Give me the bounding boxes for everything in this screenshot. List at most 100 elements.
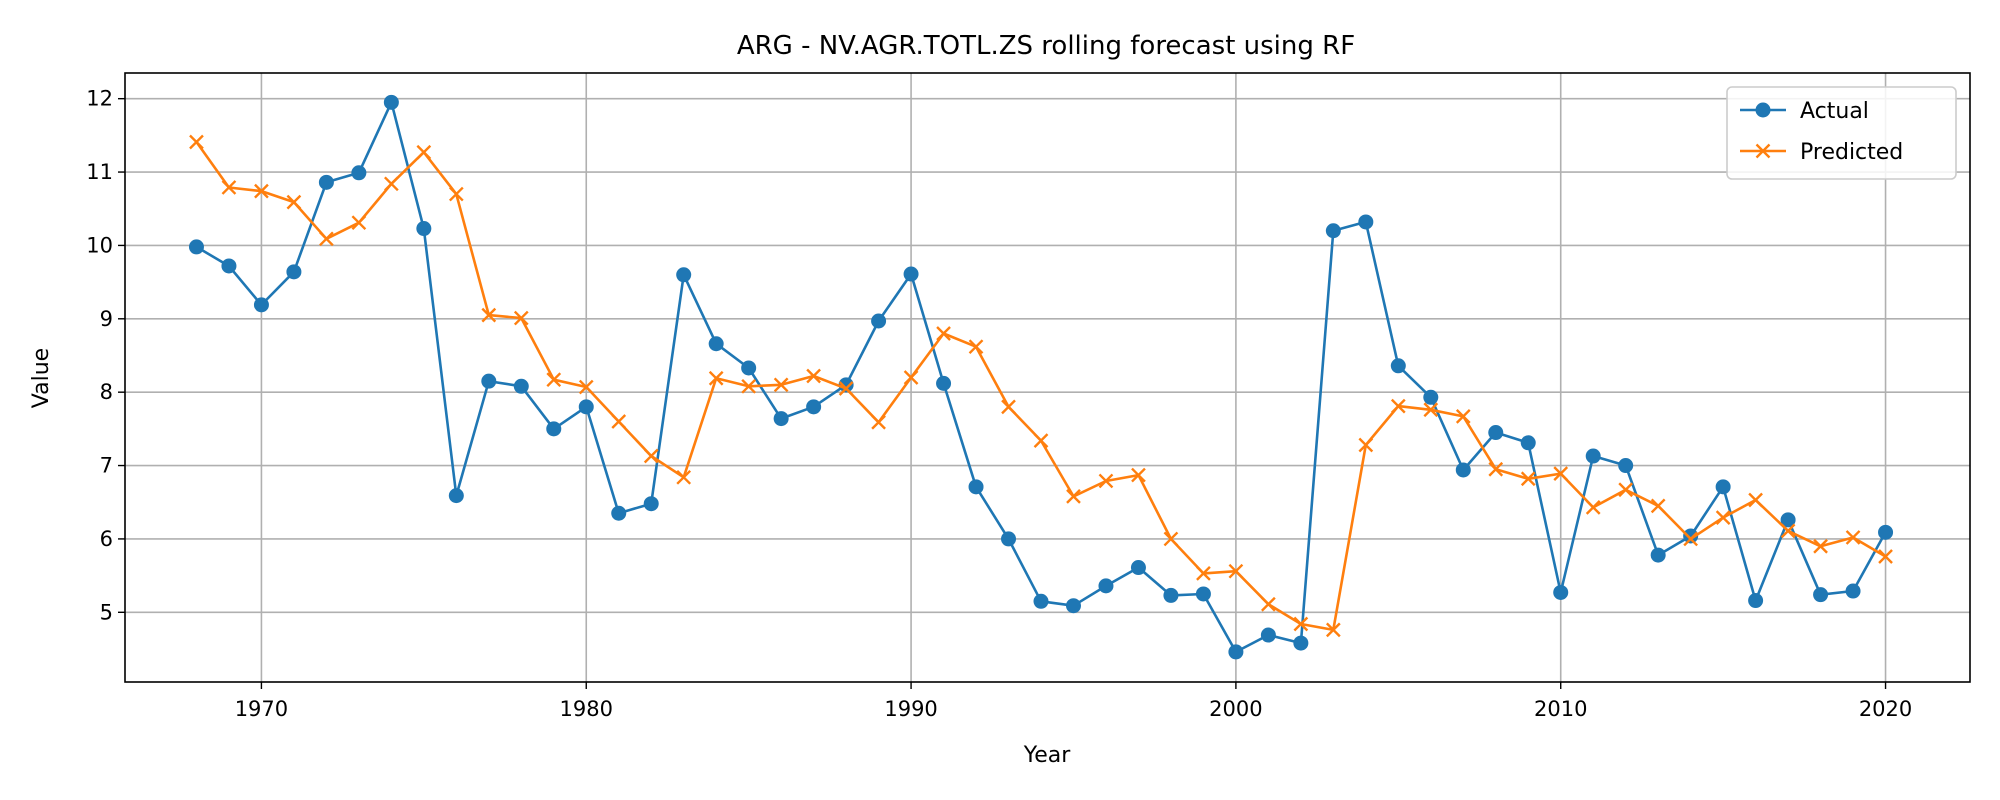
actual-point [1650,547,1666,563]
y-tick-label: 12 [86,87,113,111]
predicted-point [1033,433,1049,448]
predicted-point [773,377,789,393]
predicted-point [1780,523,1796,539]
predicted-point [708,370,724,386]
predicted-point [319,231,334,247]
actual-point [481,373,497,389]
predicted-point [481,307,497,323]
actual-point [1748,593,1764,609]
predicted-point [351,215,367,231]
actual-point [1358,214,1374,230]
predicted-point [1261,596,1276,612]
actual-point [1195,586,1211,602]
predicted-point [1228,563,1244,579]
y-tick-label: 10 [86,233,113,257]
actual-point [546,421,562,437]
actual-point [351,165,367,181]
actual-point [416,221,432,237]
predicted-point [416,144,432,160]
x-tick-label: 2020 [1859,697,1912,721]
actual-point [513,378,529,394]
actual-point [318,174,334,190]
actual-point [448,488,464,504]
actual-point [1293,635,1309,651]
predicted-point [189,134,204,150]
actual-point [806,399,822,415]
actual-point [1780,512,1796,528]
actual-point [676,267,692,283]
predicted-point [1163,531,1179,547]
series-layer [188,94,1894,660]
predicted-point [1196,566,1211,581]
x-tick-label: 2000 [1209,697,1262,721]
plot-frame [124,72,1971,683]
predicted-point [221,180,237,195]
chart-title: ARG - NV.AGR.TOTL.ZS rolling forecast us… [737,31,1355,61]
predicted-point [1715,510,1731,525]
predicted-point [611,414,627,429]
actual-point [1520,435,1536,451]
x-axis-label: Year [1023,743,1072,768]
actual-point [903,266,919,282]
actual-point [383,94,399,110]
predicted-point [1748,492,1763,508]
actual-point [1845,583,1861,599]
actual-point [1715,479,1731,495]
legend-predicted-marker [1755,143,1771,159]
actual-point [1423,389,1439,405]
predicted-point [1813,538,1828,554]
actual-point [253,297,269,313]
actual-point [1390,358,1406,374]
predicted-point [968,339,984,355]
actual-point [1163,587,1179,603]
legend-items: Actual Predicted [1740,99,1903,165]
predicted-point [1845,530,1861,545]
predicted-point [936,326,951,341]
y-tick-label: 7 [100,454,113,478]
actual-point [773,411,789,427]
predicted-point [1488,461,1504,477]
predicted-point [1131,467,1146,483]
actual-point [968,479,984,495]
actual-point [188,239,204,255]
y-tick-label: 8 [100,380,113,404]
x-tick-label: 1980 [560,697,613,721]
actual-point [708,336,724,352]
predicted-point [1618,482,1634,498]
predicted-point [384,176,399,192]
legend: Actual Predicted [1726,86,1957,180]
predicted-point [1423,402,1439,418]
predicted-point [741,378,757,394]
actual-point [1325,223,1341,239]
actual-point [1683,528,1699,544]
x-tick-label: 2010 [1534,697,1587,721]
actual-point [221,258,237,274]
predicted-point [1683,531,1698,547]
predicted-point [676,469,692,485]
predicted-point [254,183,269,199]
predicted-point [903,370,919,385]
predicted-point [1293,616,1309,632]
predicted-point [1098,473,1114,489]
predicted-point [546,372,562,388]
predicted-point [1358,437,1374,453]
actual-point [1553,584,1569,600]
predicted-point [286,194,302,210]
actual-point [871,313,887,329]
legend-predicted-label: Predicted [1800,140,1903,165]
predicted-series [189,134,1893,638]
actual-point [1065,598,1081,614]
actual-series [188,94,1894,660]
y-tick-label: 5 [100,600,113,624]
actual-point [1228,644,1244,660]
actual-point [1585,448,1601,464]
actual-point [286,264,302,280]
actual-point [1618,458,1634,474]
actual-point [611,505,627,521]
predicted-point [1066,489,1081,504]
axis-ticks: 1970 1980 1990 2000 2010 2020 5 6 7 8 9 10 11 12 [86,87,1912,721]
actual-point [1455,462,1471,478]
legend-actual-marker [1755,102,1771,118]
